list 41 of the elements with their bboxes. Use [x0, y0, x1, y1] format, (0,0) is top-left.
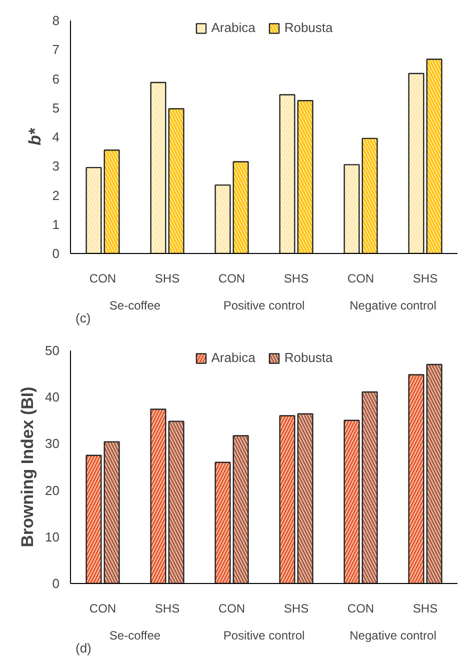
x-tick-label: CON: [218, 602, 246, 616]
legend-label: Arabica: [211, 350, 256, 365]
text: Se-coffee: [109, 298, 161, 312]
y-tick-label: 0: [52, 576, 60, 591]
y-tick-label: 5: [52, 100, 60, 116]
y-axis-title: Browning Index (BI): [18, 386, 38, 548]
y-tick-label: 20: [45, 482, 60, 498]
text: Negative control: [350, 628, 436, 642]
x-tick-label: SHS: [412, 272, 438, 286]
y-tick-label: 6: [52, 71, 60, 86]
text: (d): [76, 640, 92, 656]
text: Se-coffee: [109, 628, 161, 642]
x-tick-label: CON: [347, 602, 374, 616]
x-tick-label: CON: [347, 272, 374, 286]
y-tick-label: 8: [52, 13, 60, 28]
legend-label: Robusta: [284, 350, 333, 365]
y-axis-title: b*: [25, 127, 44, 146]
y-tick-label: 0: [52, 246, 60, 261]
x-tick-label: CON: [218, 272, 246, 286]
text: Negative control: [350, 298, 436, 312]
x-tick-label: SHS: [284, 272, 309, 286]
text: (c): [76, 310, 91, 326]
text: Positive control: [223, 298, 305, 312]
x-tick-label: SHS: [412, 602, 438, 616]
x-tick-label: SHS: [154, 272, 180, 286]
y-tick-label: 7: [52, 42, 60, 58]
text: Positive control: [223, 628, 305, 642]
y-tick-label: 30: [45, 436, 60, 452]
legend-label: Robusta: [284, 20, 333, 35]
x-tick-label: SHS: [284, 602, 309, 616]
legend-label: Arabica: [211, 20, 256, 35]
y-tick-label: 3: [52, 158, 60, 174]
y-tick-label: 1: [52, 216, 60, 232]
y-tick-label: 2: [52, 188, 60, 203]
y-tick-label: 40: [45, 390, 60, 405]
y-tick-label: 4: [52, 130, 60, 144]
x-tick-label: CON: [89, 272, 116, 286]
x-tick-label: CON: [89, 602, 116, 616]
y-tick-label: 50: [45, 343, 60, 358]
y-tick-label: 10: [45, 529, 60, 544]
x-tick-label: SHS: [154, 602, 180, 616]
